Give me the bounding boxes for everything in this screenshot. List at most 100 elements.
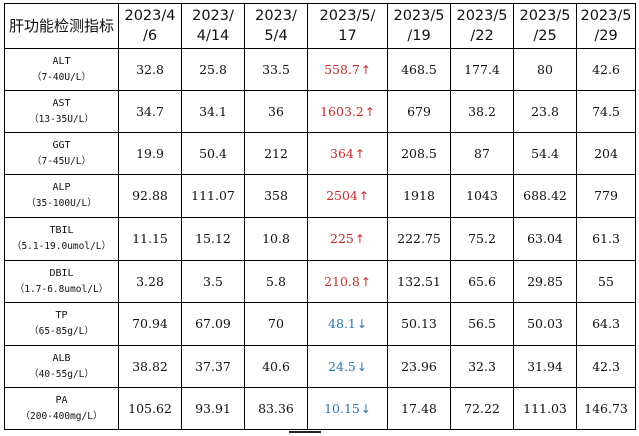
value-text: 210.8	[324, 273, 360, 289]
value-text: 11.15	[132, 231, 168, 246]
value-text: 42.6	[592, 61, 620, 77]
value-text: 364	[330, 145, 354, 161]
date-header: 2023/5/22	[450, 3, 514, 49]
value-text: 468.5	[401, 61, 437, 77]
value-text: 10.15	[324, 400, 360, 416]
value-cell: 50.03	[513, 302, 577, 346]
test-abbreviation: ALT	[52, 55, 71, 67]
value-text: 5.8	[266, 273, 286, 289]
flagged-value-cell: 225↑	[307, 217, 388, 261]
value-text: 54.4	[531, 145, 559, 161]
value-cell: 67.09	[181, 302, 245, 346]
value-cell: 54.4	[513, 132, 577, 175]
value-cell: 93.91	[181, 387, 245, 430]
arrow-up-icon: ↑	[354, 232, 365, 246]
value-cell: 358	[244, 174, 308, 218]
table-row: TBIL （5.1-19.0umol/L） 11.15 15.12 10.8 225↑ 22…	[4, 217, 636, 261]
test-name-cell: GGT （7-45U/L）	[4, 132, 119, 175]
value-cell: 1043	[450, 174, 514, 218]
value-cell: 37.37	[181, 345, 245, 388]
value-text: 31.94	[527, 358, 563, 374]
test-name-cell: AST （13-35U/L）	[4, 90, 119, 133]
value-text: 92.88	[132, 188, 168, 203]
value-cell: 61.3	[576, 217, 636, 261]
reference-range: （13-35U/L）	[29, 113, 94, 125]
value-text: 48.1	[328, 316, 356, 331]
value-text: 38.82	[132, 358, 168, 374]
value-text: 3.5	[203, 273, 223, 289]
value-cell: 74.5	[576, 90, 636, 133]
value-text: 36	[268, 103, 284, 119]
value-text: 33.5	[262, 61, 290, 77]
value-cell: 70	[244, 302, 308, 346]
value-cell: 33.5	[244, 48, 308, 91]
value-cell: 3.28	[118, 260, 182, 303]
value-text: 37.37	[195, 358, 231, 374]
value-text: 38.2	[468, 103, 496, 119]
value-cell: 56.5	[450, 302, 514, 346]
flagged-value-cell: 364↑	[307, 132, 388, 175]
value-cell: 19.9	[118, 132, 182, 175]
table-row: ALB （40-55g/L） 38.82 37.37 40.6 24.5↓ 23.96 32.…	[4, 345, 636, 388]
value-cell: 23.96	[387, 345, 451, 388]
table-row: ALT （7-40U/L） 32.8 25.8 33.5 558.7↑ 468.5 177.4…	[4, 48, 636, 91]
value-cell: 3.5	[181, 260, 245, 303]
test-abbreviation: TP	[55, 310, 68, 321]
value-text: 61.3	[592, 231, 620, 246]
value-cell: 32.8	[118, 48, 182, 91]
header-row: 肝功能检测指标 2023/4/6 2023/4/14 2023/5/4 2023…	[4, 3, 636, 49]
value-text: 23.96	[401, 358, 437, 374]
value-text: 3.28	[136, 273, 164, 289]
value-text: 1043	[466, 188, 498, 203]
value-cell: 468.5	[387, 48, 451, 91]
value-text: 679	[407, 103, 431, 119]
value-text: 70	[268, 316, 284, 331]
value-text: 212	[264, 145, 288, 161]
value-cell: 38.82	[118, 345, 182, 388]
value-cell: 11.15	[118, 217, 182, 261]
value-cell: 146.73	[576, 387, 636, 430]
value-text: 1918	[403, 188, 435, 203]
value-cell: 688.42	[513, 174, 577, 218]
value-text: 132.51	[397, 273, 441, 289]
test-abbreviation: ALB	[52, 352, 71, 364]
arrow-down-icon: ↓	[356, 317, 367, 331]
value-text: 63.04	[527, 231, 563, 246]
table-row: GGT （7-45U/L） 19.9 50.4 212 364↑ 208.5 87 54.4 20…	[4, 132, 636, 175]
value-cell: 65.6	[450, 260, 514, 303]
value-cell: 63.04	[513, 217, 577, 261]
flagged-value-cell: 10.15↓	[307, 387, 388, 430]
value-text: 72.22	[464, 400, 500, 416]
arrow-up-icon: ↑	[354, 146, 365, 161]
value-cell: 779	[576, 174, 636, 218]
table-row: PA （200-400mg/L） 105.62 93.91 83.36 10.15↓ 17.…	[4, 387, 636, 430]
value-cell: 64.3	[576, 302, 636, 346]
value-cell: 222.75	[387, 217, 451, 261]
value-text: 32.8	[136, 61, 164, 77]
value-text: 19.9	[136, 145, 164, 161]
value-text: 42.3	[592, 358, 620, 374]
value-text: 75.2	[468, 231, 496, 246]
value-cell: 10.8	[244, 217, 308, 261]
value-cell: 132.51	[387, 260, 451, 303]
value-cell: 15.12	[181, 217, 245, 261]
value-cell: 1918	[387, 174, 451, 218]
test-name-cell: TBIL （5.1-19.0umol/L）	[4, 217, 119, 261]
value-text: 204	[594, 145, 618, 161]
value-cell: 50.13	[387, 302, 451, 346]
value-cell: 177.4	[450, 48, 514, 91]
arrow-up-icon: ↑	[360, 62, 371, 77]
value-cell: 42.6	[576, 48, 636, 91]
arrow-up-icon: ↑	[358, 189, 369, 203]
value-text: 688.42	[523, 188, 567, 203]
cropped-caption-fragment	[283, 426, 327, 436]
flagged-value-cell: 558.7↑	[307, 48, 388, 91]
test-abbreviation: AST	[52, 97, 71, 109]
value-cell: 80	[513, 48, 577, 91]
test-name-cell: DBIL （1.7-6.8umol/L）	[4, 260, 119, 303]
value-text: 779	[594, 188, 618, 203]
value-text: 222.75	[397, 231, 441, 246]
value-text: 34.1	[199, 103, 227, 119]
value-text: 83.36	[258, 400, 294, 416]
